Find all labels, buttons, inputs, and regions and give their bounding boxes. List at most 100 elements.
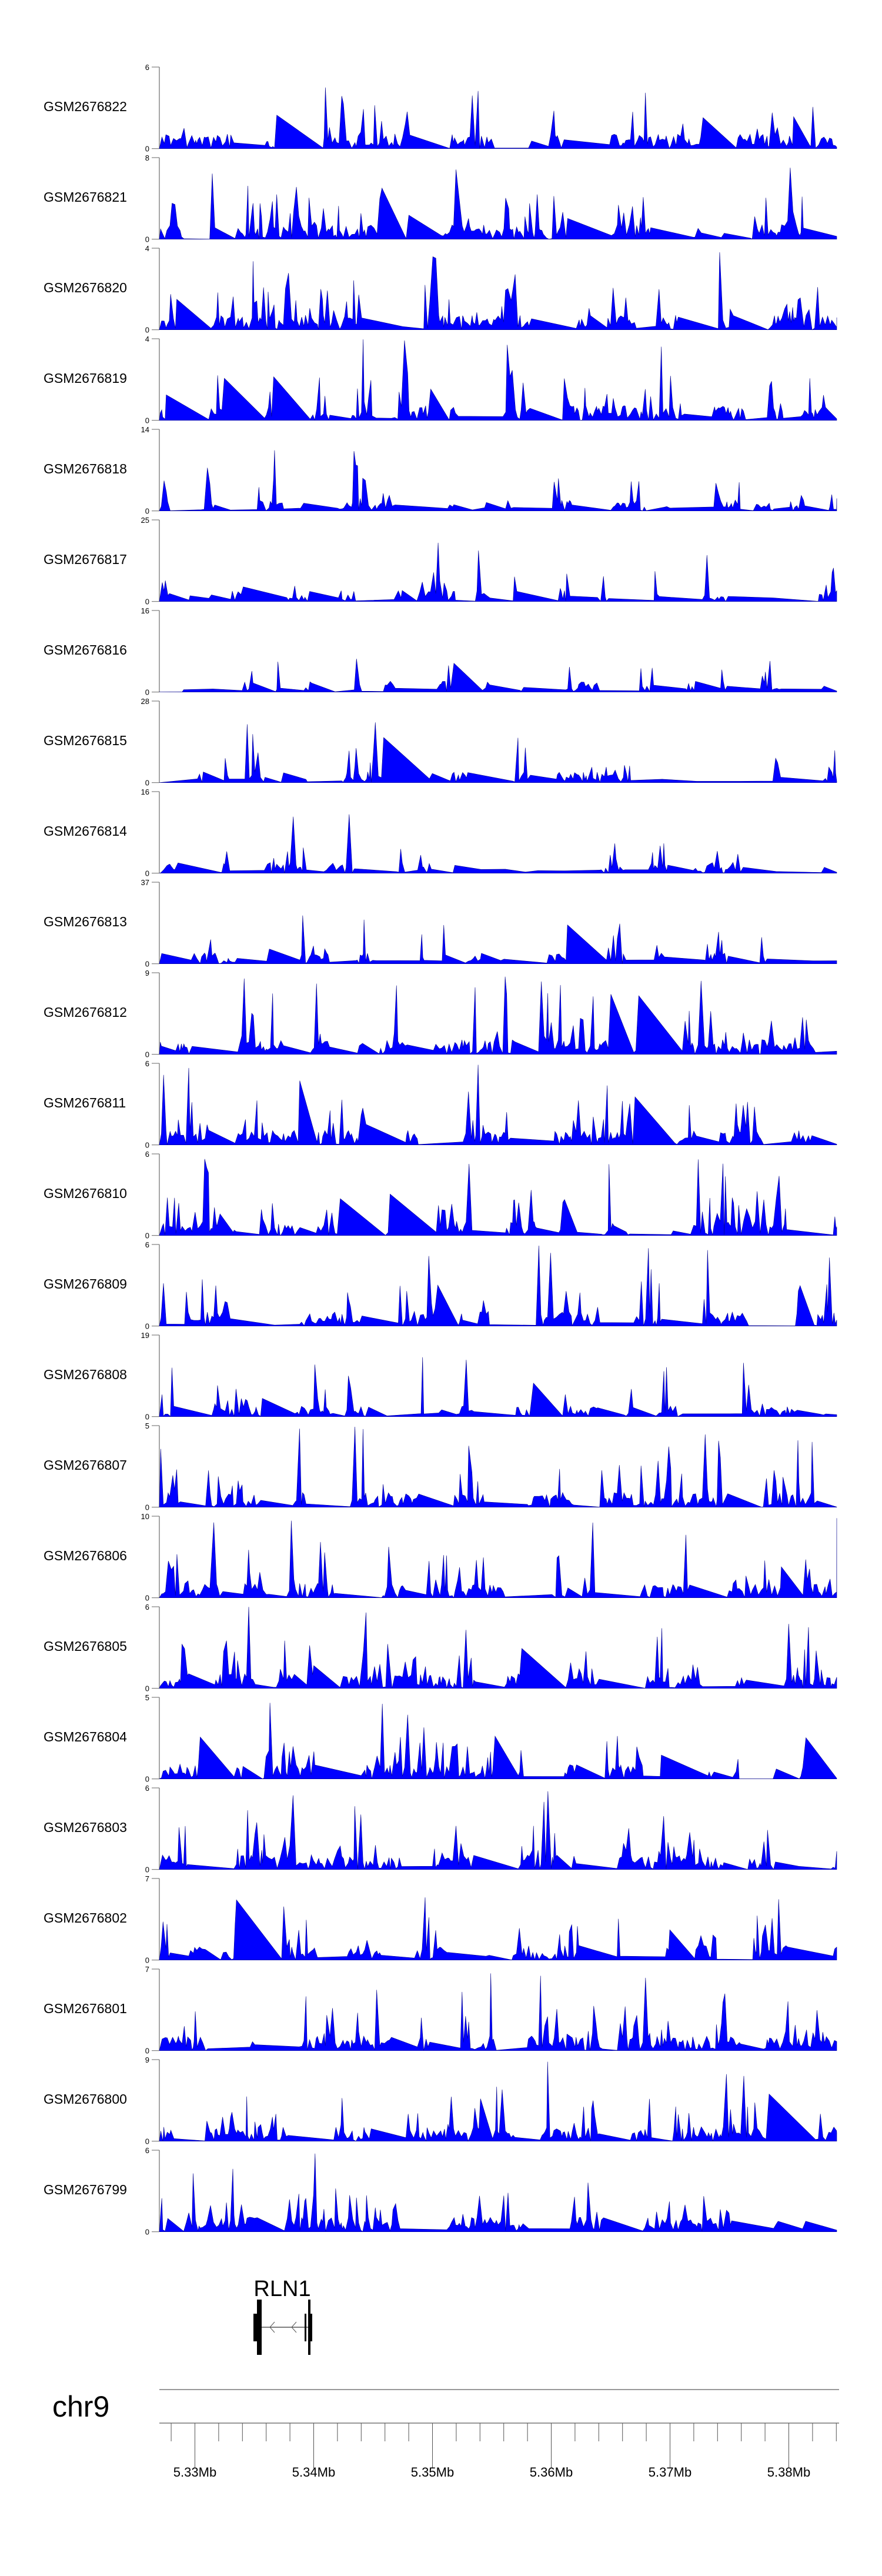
y-tick-label-zero: 0	[145, 1141, 149, 1150]
coverage-area	[159, 915, 837, 964]
y-tick-label-zero: 0	[145, 1594, 149, 1603]
coverage-area	[159, 1703, 837, 1779]
track-label: GSM2676808	[44, 1367, 127, 1382]
track-GSM2676800: GSM2676800 9 0	[44, 2056, 837, 2146]
y-tick-label-max: 4	[145, 335, 149, 343]
coverage-area	[159, 1897, 837, 1961]
track-label: GSM2676800	[44, 2091, 127, 2107]
coverage-area	[159, 87, 837, 149]
track-GSM2676802: GSM2676802 7 0	[44, 1874, 837, 1965]
y-tick-label-zero: 0	[145, 1413, 149, 1422]
track-label: GSM2676821	[44, 189, 127, 205]
track-GSM2676810: GSM2676810 6 0	[44, 1150, 837, 1240]
y-tick-label-zero: 0	[145, 1775, 149, 1784]
y-tick-label-zero: 0	[145, 326, 149, 335]
y-tick-label-zero: 0	[145, 2047, 149, 2056]
track-GSM2676813: GSM2676813 37 0	[44, 878, 837, 969]
coverage-area	[159, 722, 837, 783]
y-tick-label-zero: 0	[145, 1956, 149, 1965]
track-label: GSM2676815	[44, 733, 127, 748]
track-label: GSM2676814	[44, 823, 127, 839]
track-GSM2676807: GSM2676807 5 0	[44, 1422, 837, 1512]
track-GSM2676803: GSM2676803 6 0	[44, 1784, 837, 1874]
y-tick-label-zero: 0	[145, 869, 149, 878]
y-tick-label-max: 37	[141, 878, 149, 887]
coverage-area	[159, 1518, 837, 1599]
y-tick-label-max: 7	[145, 1874, 149, 1883]
y-tick-label-zero: 0	[145, 688, 149, 697]
coverage-area	[159, 1791, 837, 1870]
track-label: GSM2676820	[44, 280, 127, 295]
coverage-area	[159, 814, 837, 874]
coverage-area	[159, 1159, 837, 1236]
coverage-area	[159, 1973, 837, 2051]
y-tick-label-max: 6	[145, 1150, 149, 1159]
coverage-area	[159, 339, 837, 421]
track-label: GSM2676807	[44, 1457, 127, 1473]
y-tick-label-zero: 0	[145, 235, 149, 244]
gene-model-rln1	[253, 2300, 312, 2355]
track-GSM2676812: GSM2676812 9 0	[44, 969, 837, 1059]
x-tick-label: 5.34Mb	[292, 2465, 335, 2480]
y-tick-label-zero: 0	[145, 145, 149, 154]
y-tick-label-max: 6	[145, 2146, 149, 2155]
x-tick-label: 5.36Mb	[530, 2465, 573, 2480]
x-tick-label: 5.38Mb	[767, 2465, 810, 2480]
track-label: GSM2676818	[44, 461, 127, 476]
track-label: GSM2676802	[44, 1910, 127, 1926]
y-tick-label-max: 6	[145, 1603, 149, 1611]
y-tick-label-zero: 0	[145, 2228, 149, 2237]
track-GSM2676818: GSM2676818 14 0	[44, 425, 837, 516]
track-GSM2676804: GSM2676804 5 0	[44, 1693, 837, 1784]
track-label: GSM2676810	[44, 1186, 127, 1201]
y-tick-label-zero: 0	[145, 416, 149, 425]
y-tick-label-zero: 0	[145, 507, 149, 516]
track-label: GSM2676816	[44, 642, 127, 658]
y-tick-label-max: 5	[145, 1693, 149, 1702]
x-tick-label: 5.37Mb	[649, 2465, 691, 2480]
track-label: GSM2676813	[44, 914, 127, 929]
coverage-area	[159, 168, 837, 239]
y-tick-label-max: 28	[141, 697, 149, 706]
y-tick-label-zero: 0	[145, 779, 149, 788]
track-label: GSM2676803	[44, 1820, 127, 1835]
y-tick-label-max: 5	[145, 1422, 149, 1430]
track-label: GSM2676805	[44, 1639, 127, 1654]
y-tick-label-max: 6	[145, 63, 149, 72]
track-GSM2676821: GSM2676821 8 0	[44, 154, 837, 244]
y-tick-label-max: 4	[145, 244, 149, 253]
y-tick-label-zero: 0	[145, 2137, 149, 2146]
coverage-area	[159, 1245, 837, 1326]
y-tick-label-max: 10	[141, 1512, 149, 1521]
y-tick-label-max: 6	[145, 1784, 149, 1793]
x-tick-label: 5.35Mb	[411, 2465, 454, 2480]
track-GSM2676820: GSM2676820 4 0	[44, 244, 837, 335]
coverage-area	[159, 450, 837, 512]
track-GSM2676799: GSM2676799 6 0	[44, 2146, 837, 2237]
track-label: GSM2676812	[44, 1005, 127, 1020]
y-tick-label-max: 25	[141, 516, 149, 525]
y-tick-label-max: 6	[145, 1240, 149, 1249]
y-tick-label-max: 14	[141, 425, 149, 434]
y-tick-label-zero: 0	[145, 1866, 149, 1874]
track-label: GSM2676801	[44, 2001, 127, 2016]
y-tick-label-max: 8	[145, 154, 149, 162]
coverage-tracks: GSM267682260GSM267682180GSM267682040GSM2…	[44, 63, 837, 2237]
y-tick-label-zero: 0	[145, 1684, 149, 1693]
coverage-area	[159, 2061, 837, 2142]
coverage-area	[159, 976, 837, 1055]
track-label: GSM2676806	[44, 1548, 127, 1563]
track-label: GSM2676811	[44, 1095, 126, 1110]
y-tick-label-max: 9	[145, 969, 149, 977]
track-GSM2676822: GSM2676822 6 0	[44, 63, 837, 154]
track-label: GSM2676809	[44, 1276, 127, 1292]
y-tick-label-zero: 0	[145, 1503, 149, 1512]
coverage-area	[159, 1357, 837, 1417]
track-GSM2676808: GSM2676808 19 0	[44, 1331, 837, 1422]
y-tick-label-zero: 0	[145, 960, 149, 969]
track-GSM2676816: GSM2676816 16 0	[44, 606, 837, 697]
track-label: GSM2676822	[44, 99, 127, 114]
track-label: GSM2676817	[44, 552, 127, 567]
track-GSM2676815: GSM2676815 28 0	[44, 697, 837, 788]
